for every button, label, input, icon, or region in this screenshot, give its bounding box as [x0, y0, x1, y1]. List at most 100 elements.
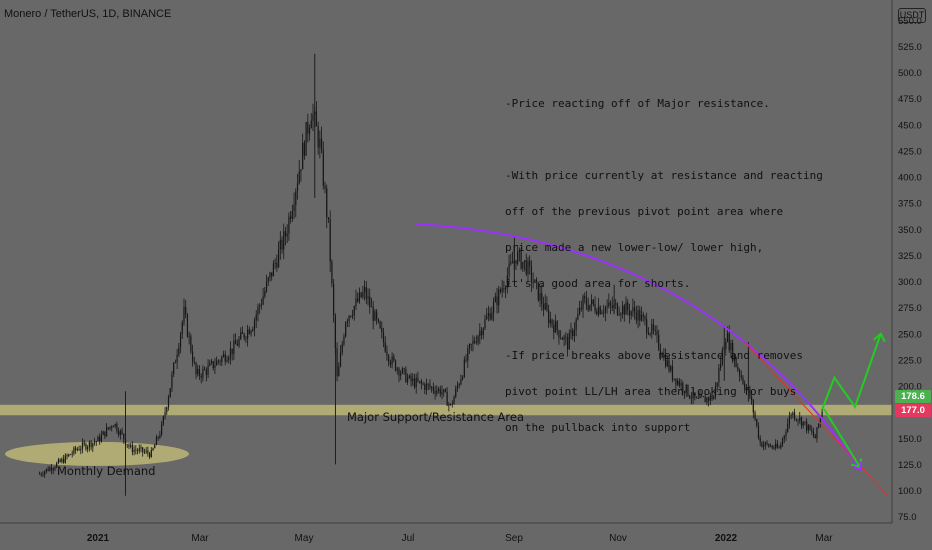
candle-body — [123, 433, 125, 440]
price-tick-label: 125.0 — [898, 460, 922, 471]
candle-body — [692, 392, 694, 399]
candle-body — [176, 354, 178, 363]
candle-body — [573, 329, 576, 336]
candle-body — [572, 330, 574, 336]
candle-body — [575, 319, 577, 330]
candle-body — [790, 415, 792, 417]
candle-body — [456, 385, 459, 389]
candle-body — [92, 442, 94, 448]
candle-body — [616, 303, 619, 315]
candle-body — [709, 395, 711, 401]
candle-body — [534, 279, 536, 283]
candle-body — [420, 381, 422, 384]
candle-body — [87, 446, 89, 450]
candle-body — [121, 430, 123, 434]
candle-body — [714, 386, 717, 397]
candle-body — [62, 458, 65, 463]
candle-body — [345, 322, 347, 337]
candle-body — [821, 411, 823, 417]
candle-body — [489, 313, 491, 320]
candle-body — [40, 473, 42, 475]
candle-body — [756, 419, 758, 426]
candle-body — [116, 423, 118, 432]
candle-body — [611, 305, 613, 309]
candle-body — [118, 431, 120, 435]
candle-body — [658, 334, 660, 350]
candle-body — [214, 365, 216, 369]
candle-body — [795, 419, 797, 420]
candle-body — [300, 169, 302, 172]
candle-body — [804, 421, 806, 423]
candle-body — [713, 396, 715, 400]
candle-body — [652, 324, 655, 330]
candle-body — [737, 366, 739, 371]
candle-body — [656, 331, 658, 335]
time-tick-label: Sep — [505, 533, 523, 544]
candle-body — [771, 446, 773, 448]
candle-body — [212, 361, 214, 369]
candle-body — [370, 306, 373, 308]
candle-body — [238, 338, 240, 346]
candle-body — [744, 383, 746, 389]
candle-body — [81, 442, 84, 450]
currency-badge[interactable]: USDT — [898, 8, 926, 23]
price-tick-label: 375.0 — [898, 199, 922, 210]
candle-body — [492, 301, 495, 313]
time-axis[interactable]: 2021 Mar May Jul Sep Nov 2022 Mar — [87, 533, 833, 544]
candle-body — [412, 378, 414, 382]
candle-body — [780, 444, 782, 448]
candle-body — [319, 138, 321, 148]
candle-body — [541, 293, 543, 305]
candle-body — [224, 354, 226, 362]
candle-body — [338, 366, 340, 377]
candle-body — [262, 296, 264, 305]
candle-body — [807, 425, 809, 431]
candle-body — [133, 449, 135, 453]
candle-body — [245, 337, 247, 339]
candle-body — [372, 306, 374, 321]
candle-body — [529, 260, 531, 267]
candle-body — [701, 395, 703, 397]
candle-body — [315, 111, 318, 127]
price-axis[interactable]: 75.0100.0125.0150.0175.0200.0225.0250.02… — [898, 16, 922, 523]
candle-body — [441, 391, 443, 395]
candle-body — [222, 354, 225, 357]
candle-body — [200, 375, 202, 378]
time-tick-label: Mar — [191, 533, 209, 544]
candle-body — [401, 368, 404, 373]
candle-body — [75, 447, 77, 451]
candle-body — [673, 378, 675, 380]
candle-body — [639, 310, 641, 321]
candle-body — [131, 445, 133, 453]
candle-body — [621, 305, 624, 314]
candle-body — [88, 441, 90, 447]
candle-body — [530, 266, 533, 282]
candle-body — [788, 416, 791, 424]
candle-body — [472, 340, 474, 345]
candle-body — [202, 369, 204, 378]
candle-body — [302, 142, 304, 170]
candle-body — [728, 333, 730, 351]
candle-body — [157, 436, 159, 438]
candle-body — [484, 319, 486, 329]
candle-body — [150, 450, 152, 458]
candle-body — [377, 319, 379, 322]
candle-body — [419, 381, 421, 382]
bearish-scenario-arrow — [823, 408, 862, 469]
candle-body — [542, 304, 545, 310]
price-tick-label: 75.0 — [898, 512, 917, 523]
candle-body — [341, 344, 343, 353]
candle-body — [754, 412, 756, 420]
candle-body — [596, 311, 598, 315]
candle-body — [162, 416, 164, 425]
candle-body — [403, 368, 405, 370]
candle-body — [707, 397, 710, 401]
candle-body — [173, 362, 175, 375]
candle-body — [558, 330, 560, 338]
resistance-curve-arrow-head — [852, 461, 863, 472]
candle-body — [272, 263, 275, 277]
candle-body — [155, 436, 158, 446]
candle-body — [518, 249, 520, 252]
candle-body — [759, 437, 761, 443]
